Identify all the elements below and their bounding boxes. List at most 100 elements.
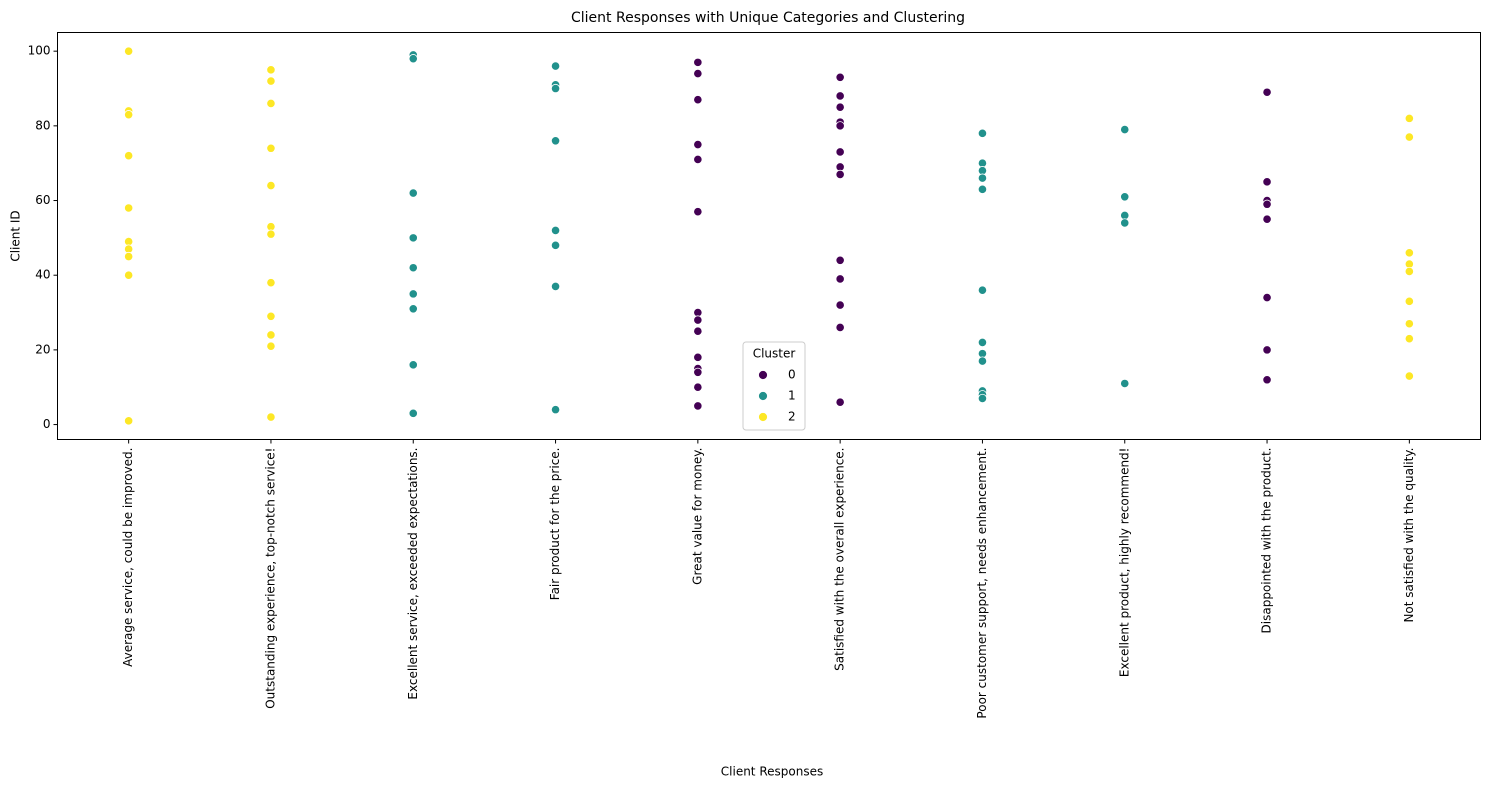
point bbox=[408, 304, 418, 314]
point bbox=[550, 136, 561, 146]
point bbox=[124, 270, 134, 280]
point bbox=[1120, 218, 1130, 228]
point bbox=[408, 263, 418, 273]
point bbox=[408, 54, 418, 64]
x-tick-label: Fair product for the price. bbox=[548, 448, 562, 601]
point bbox=[266, 65, 276, 75]
point bbox=[408, 289, 418, 299]
point bbox=[693, 326, 703, 336]
point bbox=[124, 110, 134, 120]
point bbox=[693, 207, 703, 217]
legend-marker bbox=[758, 391, 768, 401]
x-tick-label: Excellent service, exceeded expectations… bbox=[406, 448, 420, 700]
point bbox=[693, 57, 703, 67]
point bbox=[1404, 132, 1414, 142]
point bbox=[835, 255, 845, 265]
point bbox=[1404, 248, 1414, 258]
point bbox=[266, 278, 276, 288]
x-tick-label: Outstanding experience, top-notch servic… bbox=[263, 448, 277, 709]
point bbox=[835, 322, 845, 333]
point bbox=[693, 95, 703, 105]
x-tick-label: Excellent product, highly recommend! bbox=[1117, 448, 1131, 678]
point bbox=[693, 367, 703, 377]
point bbox=[693, 315, 703, 325]
point bbox=[550, 405, 561, 415]
legend-label: 1 bbox=[788, 389, 796, 403]
point bbox=[1262, 293, 1272, 303]
x-axis-label: Client Responses bbox=[721, 765, 823, 779]
point bbox=[977, 356, 988, 366]
point bbox=[266, 180, 276, 191]
point bbox=[835, 147, 845, 157]
x-tick-label: Satisfied with the overall experience. bbox=[833, 448, 847, 671]
x-tick-label: Not satisfied with the quality. bbox=[1402, 448, 1416, 623]
point bbox=[550, 61, 561, 71]
point bbox=[1262, 177, 1272, 187]
legend-box bbox=[742, 341, 806, 431]
point bbox=[1262, 87, 1272, 97]
point bbox=[124, 251, 134, 262]
point bbox=[693, 154, 703, 165]
point bbox=[835, 169, 845, 179]
point bbox=[124, 151, 134, 161]
x-tick-label: Great value for money. bbox=[690, 448, 704, 585]
point bbox=[977, 393, 988, 404]
y-tick-label: 60 bbox=[35, 193, 50, 207]
point bbox=[550, 225, 561, 235]
point bbox=[266, 98, 276, 109]
point bbox=[1404, 296, 1414, 306]
point bbox=[693, 68, 703, 79]
point bbox=[266, 330, 276, 340]
x-tick-label: Poor customer support, needs enhancement… bbox=[975, 448, 989, 719]
point bbox=[1404, 266, 1414, 277]
point bbox=[408, 188, 418, 198]
point bbox=[693, 352, 703, 362]
point bbox=[693, 401, 703, 411]
point bbox=[977, 128, 988, 138]
point bbox=[266, 311, 276, 321]
point bbox=[693, 139, 703, 150]
y-tick-label: 40 bbox=[35, 268, 50, 282]
point bbox=[1120, 192, 1130, 202]
point bbox=[977, 184, 988, 194]
point bbox=[266, 412, 276, 422]
legend-title: Cluster bbox=[753, 347, 796, 361]
point bbox=[977, 173, 988, 183]
point bbox=[977, 337, 988, 348]
point bbox=[1262, 199, 1272, 209]
point bbox=[408, 233, 418, 243]
point bbox=[124, 46, 134, 56]
point bbox=[1404, 334, 1414, 344]
point bbox=[266, 76, 276, 86]
point bbox=[1120, 124, 1130, 135]
legend: Cluster 0 1 2 bbox=[742, 341, 806, 431]
legend-marker bbox=[758, 370, 768, 380]
chart-title: Client Responses with Unique Categories … bbox=[571, 10, 965, 26]
x-tick-label: Average service, could be improved. bbox=[121, 448, 135, 667]
point bbox=[550, 281, 561, 292]
x-tick-label: Disappointed with the product. bbox=[1260, 448, 1274, 634]
point bbox=[1120, 378, 1130, 389]
point bbox=[835, 91, 845, 101]
point bbox=[266, 229, 276, 239]
point bbox=[835, 72, 845, 82]
point bbox=[1262, 345, 1272, 355]
point bbox=[835, 397, 845, 407]
point bbox=[1404, 113, 1414, 123]
point bbox=[266, 341, 276, 351]
y-tick-label: 100 bbox=[28, 44, 51, 58]
point bbox=[693, 382, 703, 392]
point bbox=[1404, 371, 1414, 381]
point bbox=[835, 121, 845, 131]
point bbox=[1262, 375, 1272, 385]
point bbox=[408, 360, 418, 370]
point bbox=[124, 416, 134, 426]
legend-label: 0 bbox=[788, 368, 796, 382]
point bbox=[550, 240, 561, 250]
point bbox=[266, 143, 276, 153]
point bbox=[408, 408, 418, 418]
point bbox=[550, 83, 561, 94]
point bbox=[1404, 319, 1414, 329]
legend-label: 2 bbox=[788, 410, 796, 424]
